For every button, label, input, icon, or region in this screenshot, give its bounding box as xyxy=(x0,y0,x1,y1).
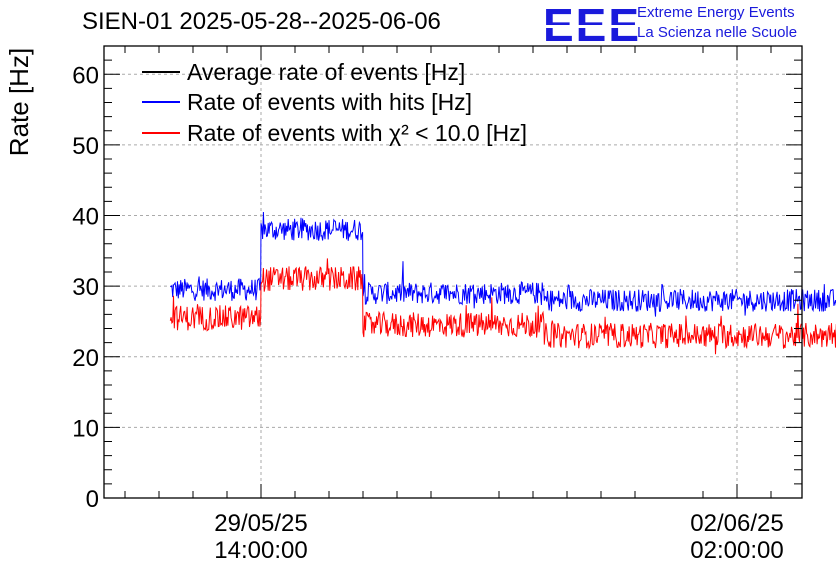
x-tick-label-date: 29/05/25 xyxy=(214,510,307,537)
y-axis-label: Rate [Hz] xyxy=(4,48,34,156)
y-axis: 0 10 20 30 40 50 60 xyxy=(72,45,802,513)
x-tick-label-time: 02:00:00 xyxy=(690,537,783,564)
y-tick-label: 60 xyxy=(72,62,99,89)
logo-line-1: Extreme Energy Events xyxy=(637,4,795,21)
y-tick-label: 30 xyxy=(72,274,99,301)
chart-title: SIEN-01 2025-05-28--2025-06-06 xyxy=(82,8,441,35)
eee-logo-mark: EEE xyxy=(543,0,642,51)
y-tick-label: 10 xyxy=(72,415,99,442)
legend-label-1: Rate of events with hits [Hz] xyxy=(187,89,472,115)
y-tick-label: 0 xyxy=(86,486,99,513)
x-tick-label-time: 14:00:00 xyxy=(214,537,307,564)
legend-label-0: Average rate of events [Hz] xyxy=(187,59,465,85)
logo-line-2: La Scienza nelle Scuole xyxy=(637,24,798,41)
legend-label-2: Rate of events with χ² < 10.0 [Hz] xyxy=(187,120,527,146)
legend: Average rate of events [Hz] Rate of event… xyxy=(142,59,527,146)
series-layer xyxy=(169,211,836,355)
series-line-2 xyxy=(169,258,836,355)
y-tick-label: 40 xyxy=(72,204,99,231)
x-axis: 29/05/2514:00:0002/06/2502:00:0005/06/25… xyxy=(124,46,784,564)
series-line-1 xyxy=(170,211,836,317)
y-tick-label: 20 xyxy=(72,345,99,372)
x-tick-label-date: 02/06/25 xyxy=(690,510,783,537)
y-tick-label: 50 xyxy=(72,133,99,160)
